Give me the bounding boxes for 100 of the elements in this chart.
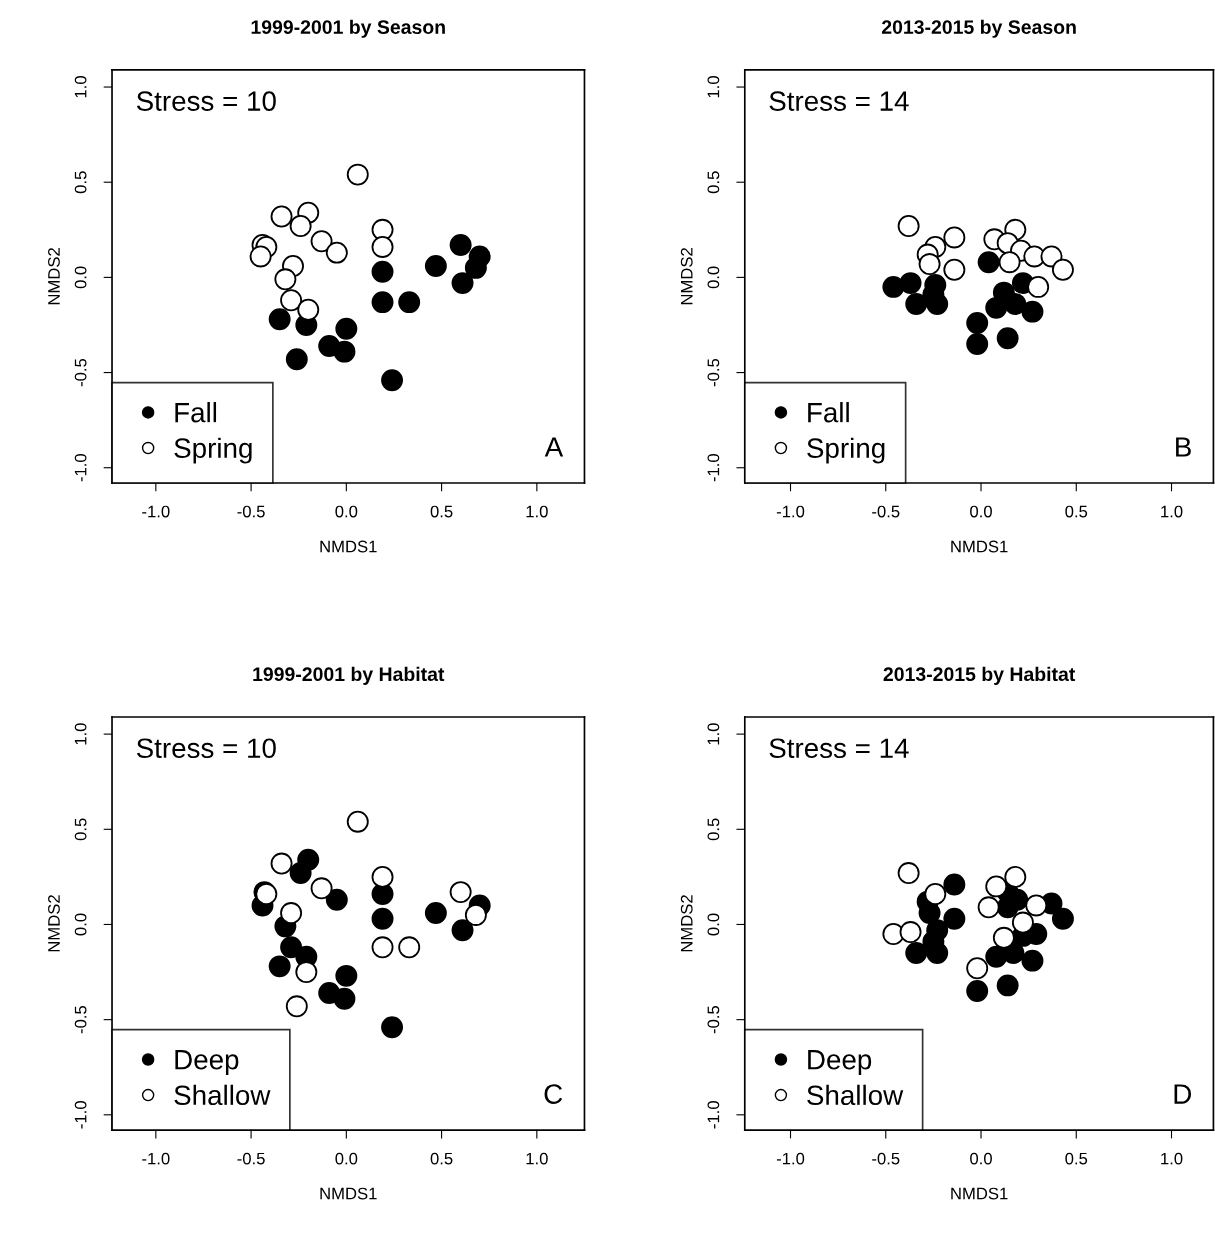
point bbox=[1011, 911, 1034, 934]
annotation: B bbox=[1176, 437, 1191, 457]
y-tick-label: -1.0 bbox=[74, 1101, 87, 1129]
point bbox=[943, 873, 966, 896]
x-tick-label: 0.0 bbox=[970, 1152, 992, 1165]
y-tick-label: -1.0 bbox=[74, 454, 87, 482]
point bbox=[996, 974, 1019, 997]
y-tick-label: -1.0 bbox=[707, 1101, 720, 1129]
point bbox=[371, 260, 394, 283]
point bbox=[1021, 300, 1044, 323]
point bbox=[1027, 275, 1050, 298]
x-tick-label: -1.0 bbox=[142, 1152, 170, 1165]
point bbox=[985, 296, 1008, 319]
point bbox=[424, 255, 447, 277]
legend-label: Spring bbox=[174, 437, 252, 464]
y-tick-label: 0.0 bbox=[74, 913, 87, 936]
legend-label: Fall bbox=[175, 402, 217, 423]
y-tick-label: 0.5 bbox=[707, 818, 720, 841]
point bbox=[449, 234, 472, 256]
y-tick-label: 0.0 bbox=[707, 266, 720, 289]
x-tick-label: -0.5 bbox=[237, 1152, 265, 1165]
y-tick-label: 0.0 bbox=[707, 913, 720, 936]
point bbox=[966, 957, 989, 980]
point bbox=[1051, 907, 1074, 930]
point bbox=[918, 253, 941, 276]
point bbox=[280, 902, 303, 925]
annotation: Stress = 10 bbox=[136, 738, 276, 759]
y-tick-label: 0.0 bbox=[74, 266, 87, 289]
point bbox=[346, 810, 369, 833]
x-tick-label: 0.5 bbox=[1065, 505, 1088, 518]
point bbox=[325, 888, 348, 911]
point bbox=[381, 369, 404, 392]
point bbox=[926, 293, 949, 316]
point bbox=[398, 936, 421, 959]
point bbox=[297, 298, 320, 321]
point bbox=[985, 875, 1008, 898]
chart-title: 2013-2015 by Habitat bbox=[883, 666, 1076, 685]
y-tick-label: -0.5 bbox=[74, 1005, 87, 1034]
point bbox=[464, 256, 487, 279]
y-tick-label: 0.5 bbox=[74, 818, 87, 841]
x-axis-title: NMDS1 bbox=[320, 1187, 377, 1200]
point bbox=[899, 921, 922, 944]
x-tick-label: 0.5 bbox=[430, 1152, 453, 1165]
annotation: D bbox=[1174, 1084, 1192, 1104]
point bbox=[268, 308, 291, 331]
y-axis-title: NMDS2 bbox=[680, 248, 693, 305]
point bbox=[926, 942, 949, 964]
point bbox=[371, 291, 394, 314]
y-axis-title: NMDS2 bbox=[680, 895, 693, 952]
point bbox=[289, 862, 312, 885]
point bbox=[371, 936, 394, 959]
point bbox=[274, 268, 297, 291]
point bbox=[1051, 258, 1074, 281]
chart-title: 1999-2001 by Season bbox=[251, 19, 445, 38]
point bbox=[996, 327, 1019, 350]
annotation: Stress = 10 bbox=[136, 91, 276, 111]
point bbox=[333, 340, 356, 363]
point bbox=[943, 907, 966, 930]
legend-label: Fall bbox=[808, 402, 849, 423]
y-tick-label: -0.5 bbox=[74, 358, 87, 387]
point bbox=[335, 964, 358, 987]
point bbox=[966, 333, 989, 355]
y-axis-title: NMDS2 bbox=[48, 248, 60, 305]
y-tick-label: 1.0 bbox=[707, 76, 720, 98]
point bbox=[325, 241, 348, 264]
point bbox=[451, 272, 474, 295]
point bbox=[371, 907, 394, 930]
chart-title: 1999-2001 by Habitat bbox=[253, 666, 445, 685]
point bbox=[270, 852, 293, 875]
y-tick-label: 1.0 bbox=[74, 76, 87, 98]
annotation: Stress = 14 bbox=[769, 738, 909, 759]
x-tick-label: 1.0 bbox=[526, 505, 548, 518]
x-axis-title: NMDS1 bbox=[951, 540, 1008, 553]
x-tick-label: -1.0 bbox=[776, 1152, 805, 1165]
point bbox=[977, 251, 1000, 274]
x-tick-label: -0.5 bbox=[872, 1152, 900, 1165]
point bbox=[371, 235, 394, 258]
x-tick-label: -1.0 bbox=[776, 505, 805, 518]
legend-label: Spring bbox=[807, 437, 885, 464]
y-tick-label: -0.5 bbox=[707, 358, 720, 387]
point bbox=[1004, 293, 1027, 316]
x-tick-label: -1.0 bbox=[142, 505, 170, 518]
legend-label: Deep bbox=[175, 1050, 239, 1075]
x-tick-label: 1.0 bbox=[526, 1152, 548, 1165]
point bbox=[333, 987, 356, 1010]
point bbox=[966, 980, 989, 1003]
legend-label: Shallow bbox=[174, 1084, 271, 1106]
point bbox=[280, 936, 303, 959]
point bbox=[1021, 949, 1044, 972]
point bbox=[249, 245, 272, 268]
x-tick-label: -0.5 bbox=[237, 505, 265, 518]
point bbox=[381, 1016, 404, 1039]
y-tick-label: 0.5 bbox=[707, 171, 720, 194]
x-tick-label: 0.5 bbox=[430, 505, 453, 518]
point bbox=[289, 215, 312, 237]
legend-label: Deep bbox=[808, 1050, 872, 1075]
annotation: A bbox=[544, 437, 564, 457]
point bbox=[285, 995, 308, 1018]
point bbox=[424, 902, 447, 925]
x-tick-label: 0.0 bbox=[335, 1152, 358, 1165]
